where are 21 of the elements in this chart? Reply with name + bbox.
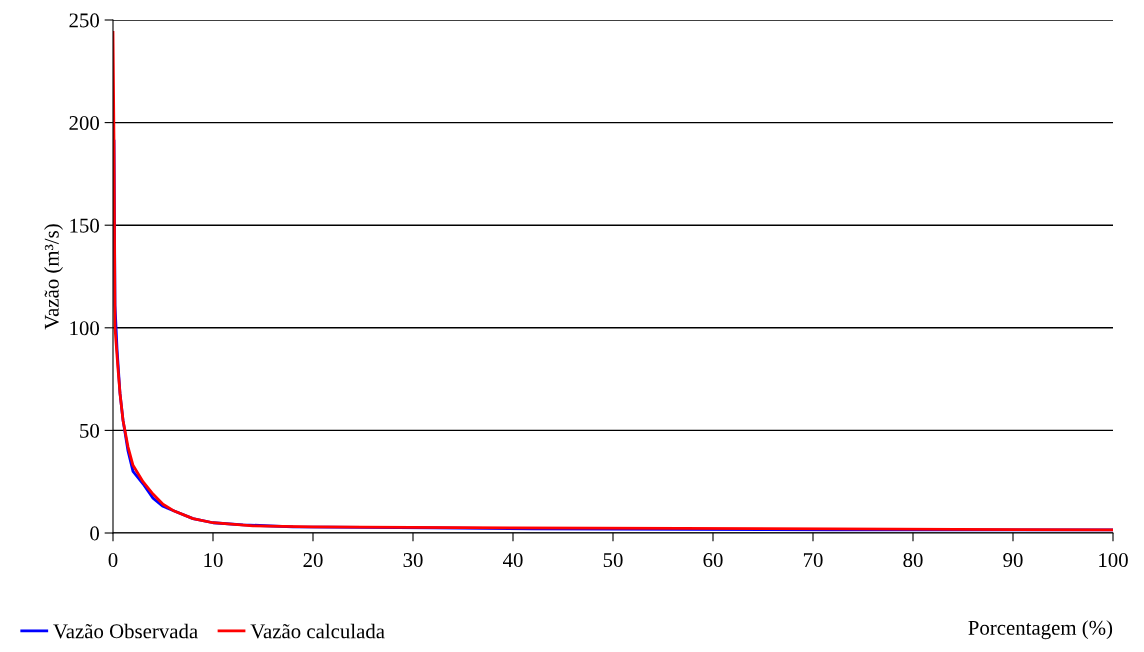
- x-tick-label: 30: [403, 553, 423, 568]
- y-tick-label: 50: [80, 423, 100, 438]
- x-axis-title: Porcentagem (%): [968, 620, 1113, 640]
- x-tick-label: 40: [502, 553, 523, 568]
- legend-label: Vazão calculada: [250, 623, 385, 639]
- x-tick-label: 90: [1003, 553, 1023, 568]
- x-tick-label: 70: [803, 553, 823, 568]
- y-tick-label: 150: [70, 218, 100, 233]
- x-tick-label: 0: [108, 553, 118, 568]
- x-tick-label: 100: [1099, 553, 1128, 568]
- x-tick-label: 80: [903, 553, 923, 568]
- x-tick-label: 20: [303, 553, 323, 568]
- y-tick-label: 250: [69, 13, 100, 28]
- y-tick-label: 200: [69, 115, 100, 131]
- x-tick-label: 60: [703, 553, 723, 568]
- y-tick-label: 0: [90, 526, 100, 541]
- y-axis-title: Vazão (m³/s): [44, 224, 63, 330]
- legend-label: Vazão Observada: [53, 623, 198, 639]
- y-tick-label: 100: [70, 321, 100, 336]
- x-tick-label: 10: [204, 553, 223, 568]
- x-tick-label: 50: [603, 553, 623, 568]
